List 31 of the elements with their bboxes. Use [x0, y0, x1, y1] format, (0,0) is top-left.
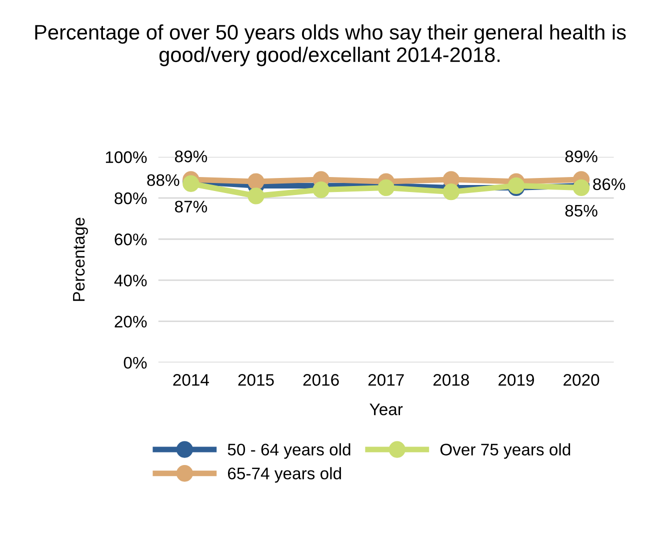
x-tick-label: 2015 — [238, 374, 274, 386]
data-label: 85% — [565, 204, 598, 217]
data-label: 88% — [147, 174, 180, 186]
x-tick-label: 2018 — [433, 374, 469, 386]
point — [572, 179, 590, 196]
x-tick-label: 2017 — [368, 374, 404, 386]
legend-label: 50 - 64 years old — [228, 443, 350, 459]
x-tick-label: 2019 — [498, 374, 534, 386]
y-tick-label: 0% — [124, 356, 147, 369]
data-label: 89% — [174, 150, 208, 162]
data-label: 86% — [593, 178, 626, 190]
y-tick-label: 20% — [114, 316, 147, 328]
y-tick-label: 40% — [114, 274, 147, 286]
point — [312, 181, 330, 198]
x-tick-label: 2014 — [173, 374, 209, 386]
y-tick-label: 60% — [114, 234, 147, 246]
y-axis-title: Percentage — [73, 218, 88, 301]
x-tick-label: 2016 — [303, 374, 339, 386]
data-label: 89% — [565, 150, 598, 162]
point — [378, 179, 394, 196]
legend-label: 65-74 years old — [228, 467, 341, 483]
y-tick-label: 100% — [106, 151, 147, 164]
legend-label: Over 75 years old — [440, 443, 570, 459]
point — [442, 184, 460, 200]
chart-title: Percentage of over 50 years olds who say their general health is good/very good/excellant 2014-2018. — [35, 24, 626, 66]
x-axis-title: Year — [370, 404, 403, 416]
point — [248, 188, 264, 204]
point — [248, 173, 264, 190]
data-label: 87% — [174, 200, 208, 213]
x-tick-label: 2020 — [564, 374, 600, 386]
y-tick-label: 80% — [114, 192, 147, 204]
